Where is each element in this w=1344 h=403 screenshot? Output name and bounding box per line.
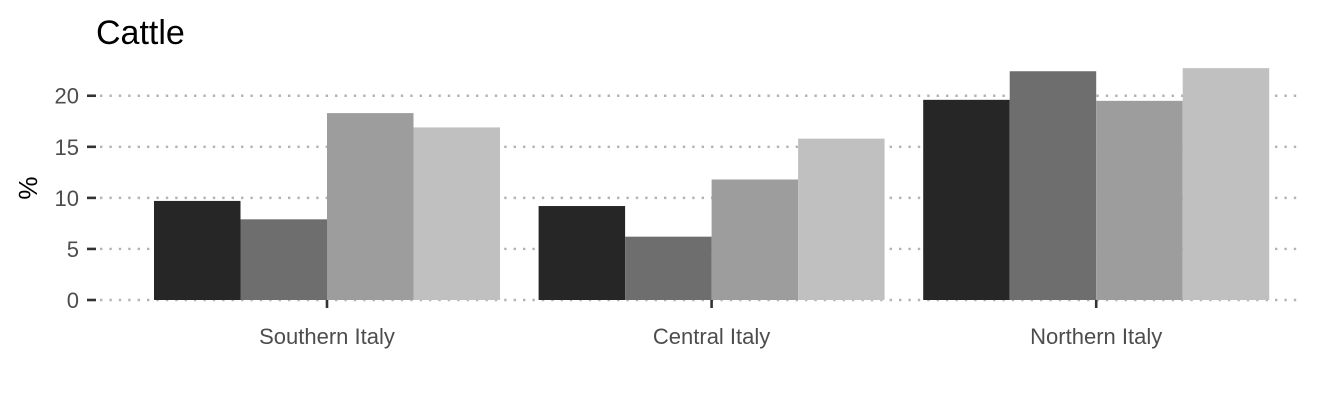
x-tick-label: Central Italy [653,324,770,349]
y-tick-label: 5 [67,237,79,262]
bar [538,206,626,300]
bar [923,99,1010,300]
bar [798,138,885,300]
axes: 0 5 10 15 20 Southern Italy Central Italy North… [55,84,1163,349]
bar [1182,68,1270,300]
bar [413,127,500,300]
y-tick-label: 20 [55,84,79,109]
y-tick-label: 0 [67,288,79,313]
bar [240,219,327,300]
y-tick-label: 10 [55,186,79,211]
y-tick-label: 15 [55,135,79,160]
chart-title: Cattle [96,14,185,52]
bar [1009,71,1097,300]
bar [1096,100,1183,300]
x-tick-label: Northern Italy [1030,324,1162,349]
bar [625,236,712,300]
bars [154,68,1270,300]
bar [154,200,241,300]
x-tick-label: Southern Italy [259,324,395,349]
bar [711,179,799,300]
bar [327,113,414,300]
y-axis-label: % [13,176,43,199]
